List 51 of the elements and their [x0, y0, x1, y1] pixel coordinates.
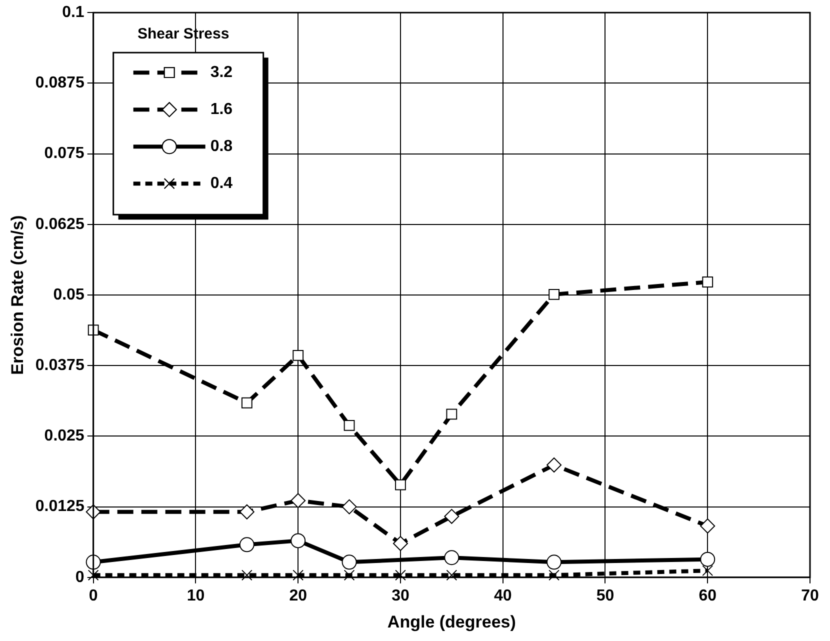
x-tick-label: 10 — [186, 587, 205, 604]
point — [239, 537, 254, 552]
point — [241, 570, 252, 581]
y-tick-label: 0 — [75, 568, 84, 586]
point — [342, 499, 357, 514]
point — [395, 570, 406, 581]
x-tick-label: 50 — [596, 587, 614, 604]
point — [548, 288, 560, 300]
point — [702, 565, 714, 576]
y-tick-label: 0.0625 — [35, 216, 84, 233]
point — [446, 570, 458, 581]
point — [88, 570, 99, 581]
legend-label: 0.4 — [210, 175, 233, 192]
point — [444, 508, 460, 524]
point — [702, 276, 714, 288]
x-tick-label: 30 — [392, 587, 410, 604]
point — [444, 550, 460, 566]
point — [290, 533, 306, 548]
y-tick-label: 0.05 — [53, 286, 84, 304]
y-tick-label: 0.0375 — [35, 357, 84, 374]
x-tick-label: 40 — [494, 587, 512, 604]
y-tick-label: 0.075 — [44, 145, 84, 162]
point — [548, 570, 560, 581]
y-tick-label: 0.1 — [62, 4, 84, 22]
x-tick-label: 70 — [801, 587, 819, 604]
legend-label: 3.2 — [210, 64, 233, 82]
x-axis-title: Angle (degrees) — [387, 612, 516, 632]
point — [239, 504, 254, 520]
point — [546, 554, 562, 570]
y-tick-label: 0.0875 — [35, 74, 84, 92]
legend-label: 0.8 — [210, 138, 233, 156]
point — [292, 350, 304, 361]
point — [241, 397, 252, 408]
x-tick-label: 60 — [698, 587, 717, 604]
point — [292, 570, 304, 581]
x-tick-label: 20 — [289, 587, 308, 604]
point — [290, 493, 306, 508]
point — [392, 536, 408, 552]
point — [395, 479, 406, 490]
point — [700, 518, 716, 534]
legend-label: 1.6 — [210, 101, 233, 118]
point — [446, 408, 458, 420]
y-tick-label: 0.0125 — [35, 498, 84, 516]
point — [344, 570, 355, 581]
point — [342, 554, 357, 570]
point — [700, 552, 716, 567]
y-tick-label: 0.025 — [44, 428, 84, 445]
y-axis-title: Erosion Rate (cm/s) — [8, 215, 27, 375]
point — [546, 458, 562, 473]
x-tick-label: 0 — [88, 587, 98, 604]
point — [344, 420, 355, 431]
